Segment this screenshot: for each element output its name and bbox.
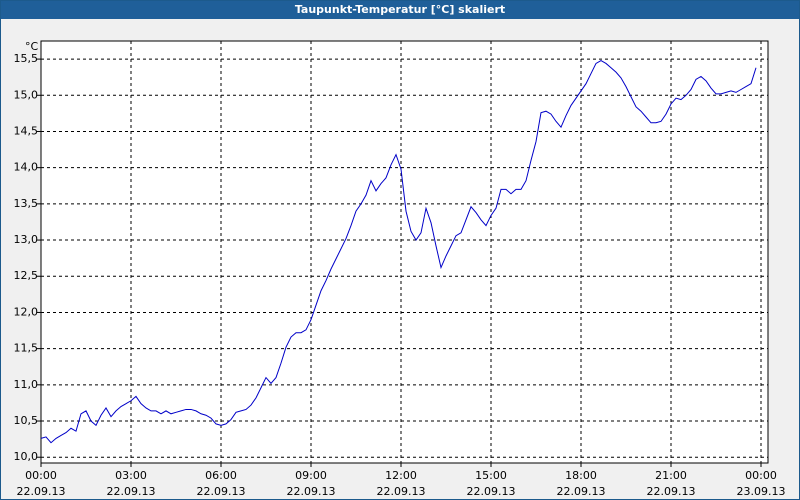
y-unit: °C	[25, 40, 39, 53]
y-tick-label: 13,0	[14, 233, 39, 246]
y-tick-label: 15,0	[14, 88, 39, 101]
chart: °C 10,0 10,5 11,0 11,5 12,0 12,5 13,0 13,5 14,0 1…	[14, 40, 786, 498]
x-tick-date: 22.09.13	[107, 485, 156, 498]
data-line	[40, 59, 757, 444]
y-tick-label: 14,0	[14, 161, 39, 174]
x-tick-date: 22.09.13	[557, 485, 606, 498]
x-tick-label: 09:00	[295, 469, 327, 482]
x-tick-label: 12:00	[385, 469, 417, 482]
x-tick-label: 15:00	[475, 469, 507, 482]
x-tick-date: 22.09.13	[467, 485, 516, 498]
plot-area	[40, 40, 769, 464]
x-tick-date: 22.09.13	[197, 485, 246, 498]
x-tick-date: 22.09.13	[647, 485, 696, 498]
y-tick-label: 14,5	[14, 124, 39, 137]
y-tick-label: 13,5	[14, 197, 39, 210]
x-tick-date: 22.09.13	[377, 485, 426, 498]
title-bar: Taupunkt-Temperatur [°C] skaliert	[1, 1, 799, 19]
x-tick-date: 23.09.13	[737, 485, 786, 498]
y-tick-label: 12,5	[14, 269, 39, 282]
x-tick-label: 21:00	[655, 469, 687, 482]
y-tick-label: 12,0	[14, 305, 39, 318]
x-tick-date: 22.09.13	[287, 485, 336, 498]
y-tick-label: 10,5	[14, 414, 39, 427]
x-tick-date: 22.09.13	[17, 485, 66, 498]
x-tick-label: 18:00	[565, 469, 597, 482]
y-tick-label: 11,0	[14, 378, 39, 391]
x-tick-label: 03:00	[115, 469, 147, 482]
y-tick-label: 15,5	[14, 52, 39, 65]
x-tick-label: 06:00	[205, 469, 237, 482]
y-tick-label: 11,5	[14, 342, 39, 355]
x-tick-label: 00:00	[25, 469, 57, 482]
y-tick-label: 10,0	[14, 450, 39, 463]
x-tick-label: 00:00	[745, 469, 777, 482]
